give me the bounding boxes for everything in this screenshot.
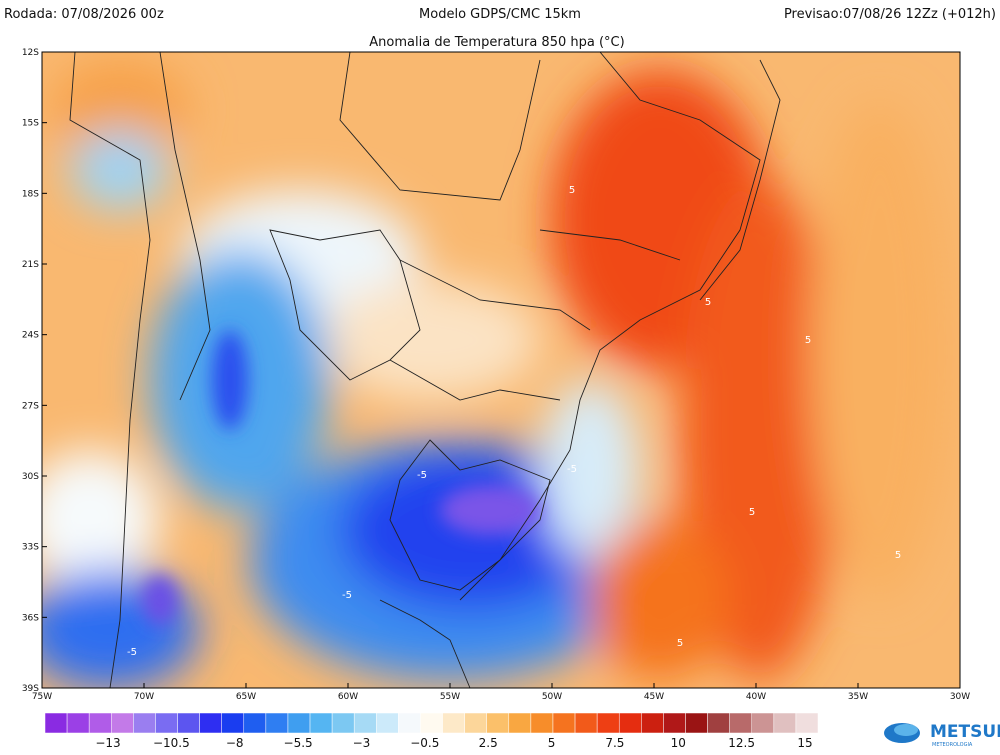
colorbar-label: 10 — [671, 736, 686, 750]
colorbar-swatch — [508, 712, 532, 734]
colorbar-swatch — [442, 712, 465, 734]
colorbar-swatch — [618, 712, 642, 734]
contour-label: 5 — [705, 297, 711, 308]
colorbar-swatch — [685, 712, 708, 734]
logo-sub: METEOROLOGIA — [932, 742, 973, 748]
colorbar-swatch — [199, 712, 222, 734]
lon-label: 70W — [134, 692, 154, 702]
lat-label: 21S — [22, 260, 39, 270]
colorbar-swatch — [133, 712, 156, 734]
lat-label: 39S — [22, 684, 39, 694]
lat-label: 15S — [22, 119, 39, 129]
colorbar-label: 2.5 — [479, 736, 498, 750]
colorbar-swatch — [420, 712, 443, 734]
lon-label: 65W — [236, 692, 256, 702]
contour-label: 5 — [805, 335, 811, 346]
colorbar-swatch — [155, 712, 178, 734]
lon-label: 40W — [746, 692, 766, 702]
colorbar-swatch — [88, 712, 112, 734]
map — [42, 52, 960, 688]
lon-label: 55W — [440, 692, 460, 702]
colorbar-label: −5.5 — [284, 736, 313, 750]
contour-label: 5 — [569, 185, 575, 196]
lat-label: 18S — [22, 189, 39, 199]
contour-label: -5 — [567, 464, 577, 475]
colorbar-label: −8 — [226, 736, 244, 750]
colorbar-swatch — [398, 712, 421, 734]
contour-label: 5 — [677, 638, 683, 649]
lon-label: 45W — [644, 692, 664, 702]
colorbar-label: −3 — [353, 736, 371, 750]
colorbar-swatch — [177, 712, 200, 734]
lon-label: 75W — [32, 692, 52, 702]
colorbar-label: 5 — [548, 736, 556, 750]
colorbar-swatch — [331, 712, 355, 734]
colorbar-label: 15 — [797, 736, 812, 750]
forecast-label: Previsao:07/08/26 12Zz (+012h) — [784, 7, 996, 22]
colorbar-swatch — [353, 712, 377, 734]
model-label: Modelo GDPS/CMC 15km — [419, 7, 581, 22]
colorbar-swatch — [221, 712, 245, 734]
lon-label: 50W — [542, 692, 562, 702]
lat-label: 27S — [22, 401, 39, 411]
contour-label: 5 — [749, 507, 755, 518]
lon-label: 30W — [950, 692, 970, 702]
map-title: Anomalia de Temperatura 850 hpa (°C) — [369, 35, 624, 50]
colorbar-label: 12.5 — [728, 736, 755, 750]
colorbar-label: 7.5 — [605, 736, 624, 750]
colorbar-swatch — [287, 712, 311, 734]
colorbar-swatch — [111, 712, 134, 734]
lat-label: 24S — [22, 331, 39, 341]
lat-label: 36S — [22, 613, 39, 623]
colorbar-swatch — [773, 712, 797, 734]
colorbar-swatch — [663, 712, 686, 734]
colorbar-label: −0.5 — [410, 736, 439, 750]
run-label: Rodada: 07/08/2026 00z — [4, 7, 164, 22]
lat-label: 33S — [22, 543, 39, 553]
colorbar-label: −10.5 — [153, 736, 190, 750]
colorbar-swatch — [309, 712, 333, 734]
colorbar-swatch — [265, 712, 289, 734]
colorbar-swatch — [729, 712, 752, 734]
colorbar-label: −13 — [95, 736, 120, 750]
colorbar-swatch — [464, 712, 487, 734]
lon-label: 60W — [338, 692, 358, 702]
colorbar-swatch — [795, 712, 819, 734]
colorbar-swatch — [552, 712, 576, 734]
contour-label: -5 — [417, 470, 427, 481]
colorbar-swatch — [751, 712, 775, 734]
logo-name: METSUL — [930, 722, 1000, 742]
logo: METSUL METEOROLOGIA — [884, 722, 1000, 748]
colorbar-swatch — [596, 712, 620, 734]
map-frame — [41, 51, 961, 689]
colorbar-swatch — [707, 712, 730, 734]
colorbar-swatch — [66, 712, 90, 734]
colorbar-swatch — [641, 712, 664, 734]
contour-label: -5 — [127, 647, 137, 658]
lat-label: 12S — [22, 48, 39, 58]
colorbar-swatch — [243, 712, 267, 734]
contour-label: -5 — [342, 590, 352, 601]
colorbar-swatch — [486, 712, 510, 734]
contour-label: 5 — [895, 550, 901, 561]
colorbar-swatch — [530, 712, 554, 734]
colorbar-swatch — [376, 712, 399, 734]
colorbar-swatch — [44, 712, 68, 734]
lat-label: 30S — [22, 472, 39, 482]
colorbar-swatch — [574, 712, 598, 734]
lon-label: 35W — [848, 692, 868, 702]
